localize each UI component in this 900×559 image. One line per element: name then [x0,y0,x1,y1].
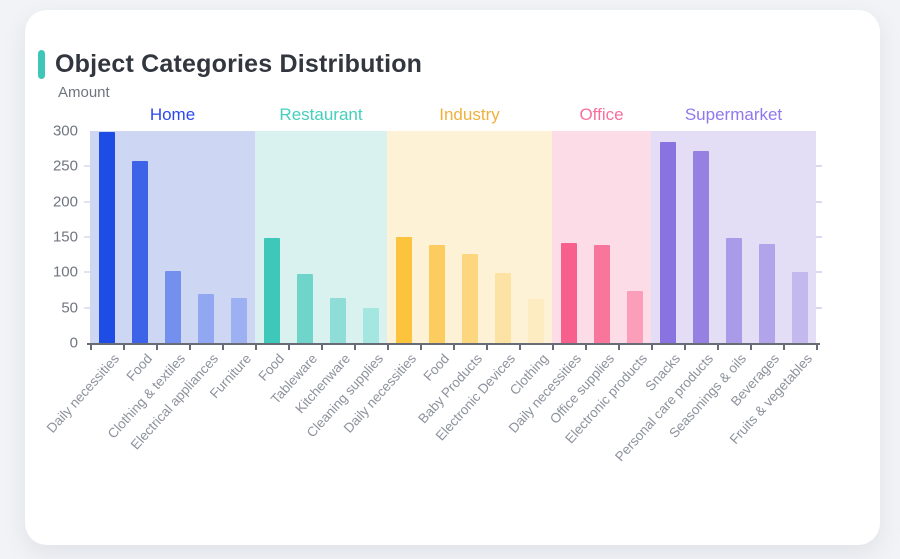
bar-food[interactable] [263,238,280,343]
chart-header: Object Categories Distribution [38,48,422,80]
x-axis-category-label: Food [122,351,155,384]
y-axis-name: Amount [58,84,110,101]
group-label-industry: Industry [439,105,500,124]
y-axis-left-tick [84,236,90,238]
y-axis-left-tick [84,165,90,168]
title-accent-bar [38,49,45,79]
x-axis-tick [387,345,389,350]
bar-snacks[interactable] [659,141,676,343]
chart-card: Object Categories Distribution Amount 0 5… [25,10,880,545]
x-axis-tick [222,345,224,350]
y-axis-tick-label: 200 [52,193,78,211]
x-axis-tick [354,345,356,350]
x-axis-tick [783,345,785,350]
y-axis-tick-label: 50 [61,299,78,317]
x-axis-line [87,343,820,345]
bar-kitchenware[interactable] [329,297,346,343]
x-axis-tick [750,345,752,350]
bar-baby-products[interactable] [461,253,478,343]
x-axis-tick [156,345,158,350]
chart-title: Object Categories Distribution [55,49,423,78]
bar-furniture[interactable] [230,298,247,343]
bar-electronic-products[interactable] [626,290,643,343]
x-axis-tick [486,345,488,350]
y-axis-right-tick [816,271,822,274]
bar-tableware[interactable] [296,274,313,343]
y-axis-left-tick [84,306,90,309]
x-axis-tick [255,345,257,350]
bar-daily-necessities[interactable] [560,242,577,343]
bar-office-supplies[interactable] [593,245,610,343]
bar-food[interactable] [131,161,148,343]
bar-fruits-vegetables[interactable] [791,271,808,343]
y-axis-tick-label: 300 [52,122,78,140]
group-label-office: Office [579,105,624,124]
x-axis-category-label: Daily necessities [43,351,122,436]
x-axis-tick [519,345,521,350]
x-axis-tick [618,345,620,350]
x-axis-category-label: Food [254,351,287,384]
x-axis-tick [684,345,686,350]
x-axis-tick [90,345,92,350]
y-axis-right-tick [816,306,822,309]
y-axis-tick-label: 100 [52,263,78,281]
y-axis-left-tick [84,271,90,274]
y-axis-right-tick [816,236,822,238]
bar-daily-necessities[interactable] [395,237,412,343]
bar-daily-necessities[interactable] [98,132,115,343]
x-axis-tick [288,345,290,350]
bar-electrical-appliances[interactable] [197,294,214,343]
x-axis-tick [651,345,653,350]
y-axis-tick-label: 0 [69,334,78,352]
x-axis-category-label: Food [419,351,452,384]
bar-cleaning-supplies[interactable] [362,307,379,343]
x-axis-tick [552,345,554,350]
y-axis-tick-label: 250 [52,157,78,175]
x-axis-tick [717,345,719,350]
x-axis-tick [420,345,422,350]
x-axis-tick [189,345,191,350]
y-axis-right-tick [816,165,822,168]
group-label-supermarket: Supermarket [684,105,783,124]
bar-electronic-devices[interactable] [494,273,511,343]
bar-food[interactable] [428,245,445,343]
x-axis-tick [585,345,587,350]
x-axis-tick [816,345,818,350]
x-axis-tick [321,345,323,350]
x-axis-tick [453,345,455,350]
bar-clothing-textiles[interactable] [164,270,181,343]
y-axis-tick-label: 150 [52,228,78,246]
bar-seasonings-oils[interactable] [725,238,742,343]
group-label-restaurant: Restaurant [279,105,363,124]
bar-beverages[interactable] [758,244,775,343]
x-axis-tick [123,345,125,350]
y-axis-right-tick [816,200,822,203]
bar-personal-care-products[interactable] [692,151,709,343]
group-label-home: Home [149,105,196,124]
bar-clothing[interactable] [527,299,544,343]
y-axis-left-tick [84,200,90,203]
